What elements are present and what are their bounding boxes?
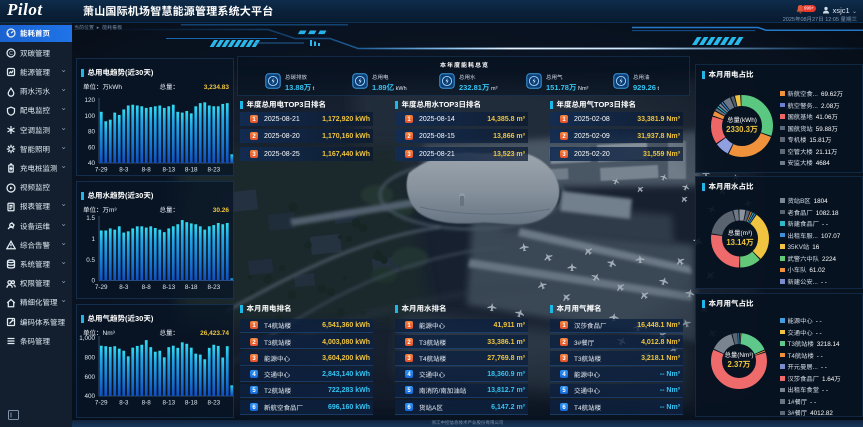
- svg-text:8-23: 8-23: [207, 398, 220, 407]
- svg-text:8-18: 8-18: [185, 165, 198, 174]
- svg-text:100: 100: [84, 111, 95, 120]
- svg-text:1,000: 1,000: [79, 333, 95, 342]
- svg-text:7-29: 7-29: [95, 398, 108, 407]
- svg-text:8-3: 8-3: [119, 398, 129, 407]
- svg-text:600: 600: [84, 372, 95, 381]
- svg-text:8-3: 8-3: [119, 165, 129, 174]
- svg-text:8-13: 8-13: [162, 398, 175, 407]
- svg-text:80: 80: [88, 127, 96, 136]
- svg-text:7-29: 7-29: [95, 282, 108, 291]
- svg-text:120: 120: [84, 95, 95, 104]
- svg-text:7-29: 7-29: [95, 165, 108, 174]
- svg-text:C: C: [9, 50, 13, 57]
- svg-text:8-13: 8-13: [162, 282, 175, 291]
- svg-text:8-18: 8-18: [185, 398, 198, 407]
- svg-text:400: 400: [84, 391, 95, 400]
- svg-text:8-13: 8-13: [162, 165, 175, 174]
- svg-text:0: 0: [91, 276, 95, 285]
- svg-text:40: 40: [88, 158, 96, 167]
- svg-text:8-8: 8-8: [142, 165, 152, 174]
- svg-text:8-18: 8-18: [185, 282, 198, 291]
- svg-text:0.5: 0.5: [86, 255, 95, 264]
- svg-text:800: 800: [84, 353, 95, 362]
- svg-text:8-8: 8-8: [142, 398, 152, 407]
- svg-text:60: 60: [88, 142, 96, 151]
- svg-text:1.5: 1.5: [86, 213, 95, 222]
- svg-text:1: 1: [91, 234, 95, 243]
- svg-text:8-3: 8-3: [119, 282, 129, 291]
- svg-text:8-23: 8-23: [207, 165, 220, 174]
- svg-text:8-23: 8-23: [207, 282, 220, 291]
- svg-text:8-8: 8-8: [142, 282, 152, 291]
